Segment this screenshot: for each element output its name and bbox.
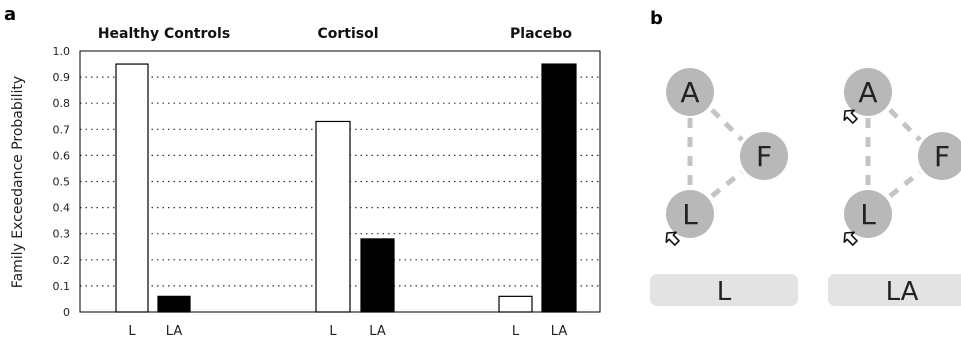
- node-l: [666, 190, 714, 238]
- x-tick-label: LA: [166, 324, 183, 339]
- model-l: A F L L: [650, 68, 798, 307]
- y-tick-label: 0: [63, 306, 70, 319]
- edge-l-f: [888, 170, 922, 198]
- node-label: F: [934, 140, 950, 173]
- y-tick-label: 0.6: [53, 149, 71, 162]
- node-a: [666, 68, 714, 116]
- edge-a-f: [710, 108, 744, 142]
- edge-l-f: [710, 170, 744, 198]
- node-a: [844, 68, 892, 116]
- bar-placebo-l: [498, 295, 533, 313]
- node-label: A: [858, 76, 877, 109]
- y-tick-label: 0.4: [53, 202, 71, 215]
- y-tick-label: 0.7: [53, 123, 71, 136]
- bar-healthy-controls-l: [115, 63, 149, 313]
- panel-b-label: b: [650, 8, 663, 29]
- input-arrow-icon: [843, 109, 858, 124]
- x-tick-label: L: [512, 324, 520, 339]
- x-tick-label: LA: [369, 324, 386, 339]
- x-tick-label: L: [128, 324, 136, 339]
- x-tick-label: LA: [551, 324, 568, 339]
- y-axis-label: Family Exceedance Probability: [10, 76, 26, 288]
- model-la: A F L LA: [828, 68, 961, 307]
- node-label: L: [682, 198, 698, 231]
- bar-cortisol-l: [315, 120, 351, 313]
- group-title: Cortisol: [317, 26, 378, 42]
- plot-frame: [79, 50, 601, 313]
- x-axis-labels: L LA L LA L LA: [128, 324, 567, 339]
- group-title: Placebo: [510, 26, 572, 42]
- panel-a-label: a: [4, 4, 16, 25]
- node-label: L: [860, 198, 876, 231]
- bars: [115, 63, 577, 313]
- bar-chart: 00.10.20.30.40.50.60.70.80.91.0 L LA L LA L L…: [10, 26, 601, 339]
- bar-cortisol-la: [360, 238, 395, 313]
- y-tick-label: 0.1: [53, 280, 71, 293]
- node-label: F: [756, 140, 772, 173]
- y-tick-label: 0.8: [53, 97, 71, 110]
- node-label: A: [680, 76, 699, 109]
- y-tick-label: 0.5: [53, 176, 71, 189]
- node-l: [844, 190, 892, 238]
- model-name: L: [717, 277, 732, 307]
- y-tick-label: 0.2: [53, 254, 71, 267]
- y-tick-label: 0.9: [53, 71, 71, 84]
- edge-a-f: [888, 108, 922, 142]
- y-tick-label: 1.0: [53, 45, 71, 58]
- group-titles: Healthy Controls Cortisol Placebo: [98, 26, 573, 42]
- input-arrow-icon: [843, 231, 858, 246]
- y-axis-ticks: 0 0.1 0.2 0.3 0.4 0.5 0.6 0.7 0.8 0.9 1.0: [53, 45, 71, 319]
- x-tick-label: L: [329, 324, 337, 339]
- model-name-box: [650, 274, 798, 306]
- model-name-box: [828, 274, 961, 306]
- bar-healthy-controls-la: [157, 295, 191, 313]
- model-name: LA: [886, 277, 919, 307]
- group-title: Healthy Controls: [98, 26, 230, 42]
- node-f: [740, 132, 788, 180]
- node-f: [918, 132, 961, 180]
- y-tick-label: 0.3: [53, 228, 71, 241]
- input-arrow-icon: [665, 231, 680, 246]
- bar-placebo-la: [541, 63, 577, 313]
